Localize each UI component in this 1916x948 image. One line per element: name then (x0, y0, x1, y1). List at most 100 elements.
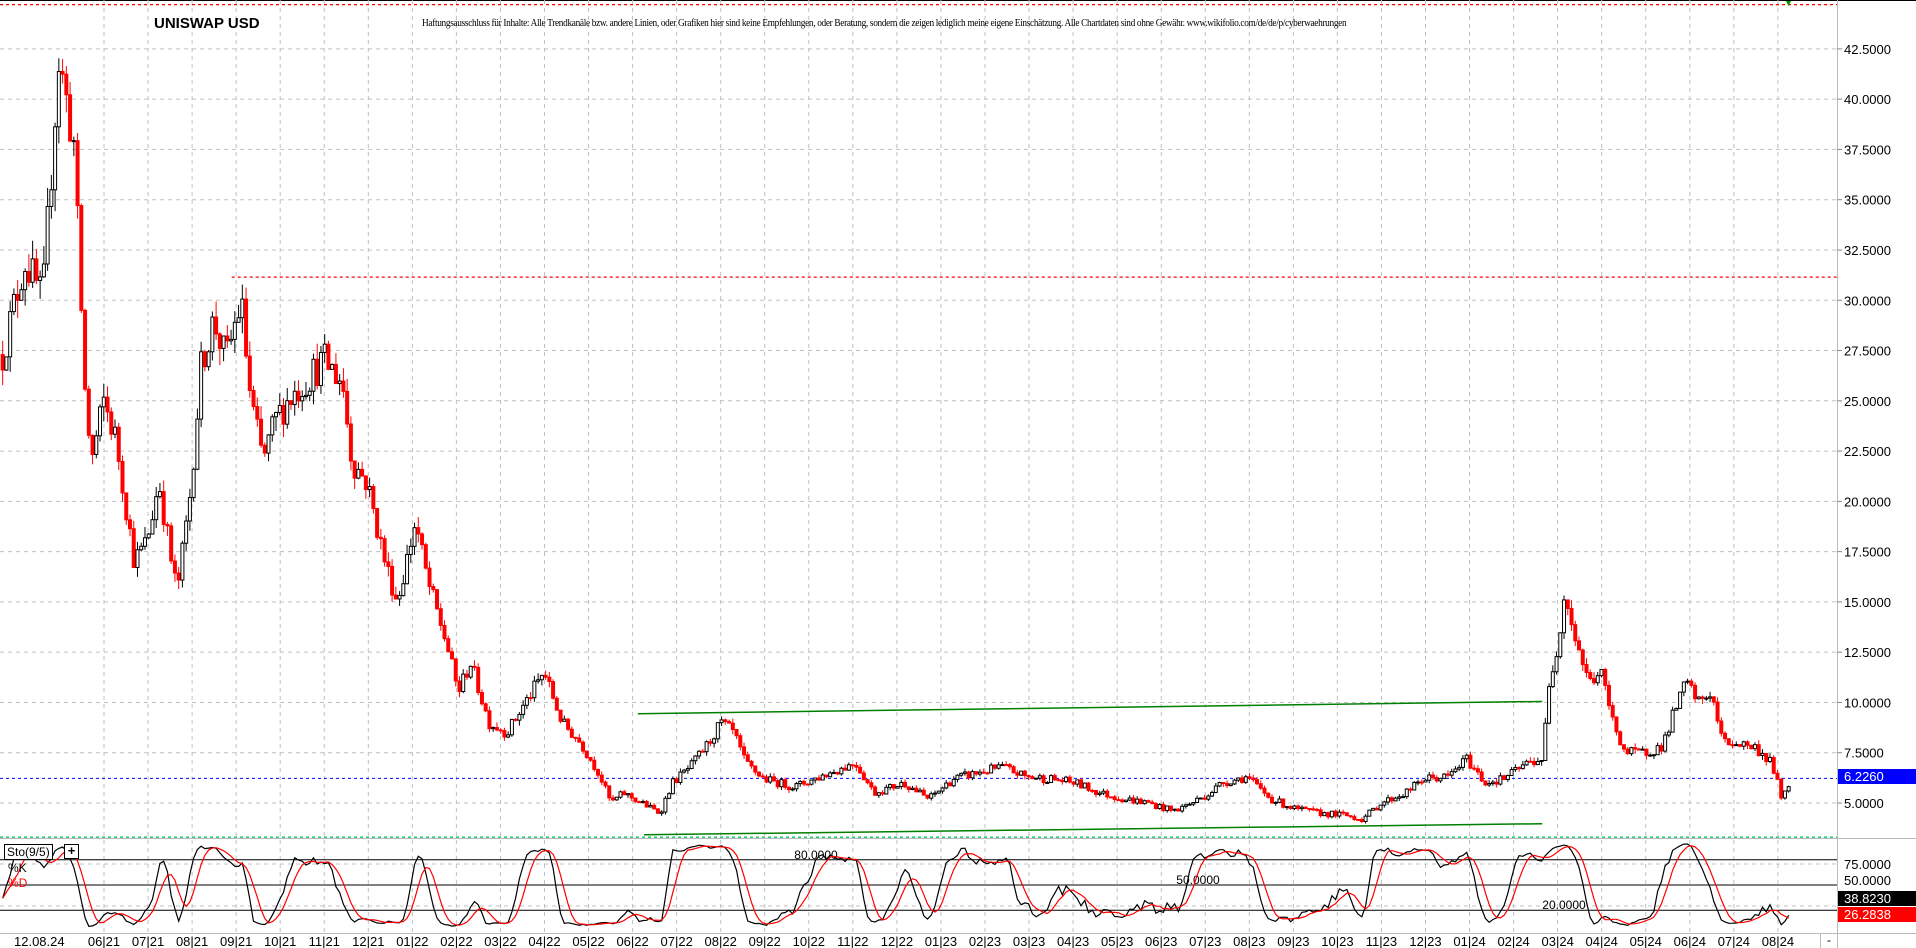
candle-body (1779, 778, 1784, 799)
candle-body (1389, 797, 1394, 802)
candle-body (49, 189, 54, 207)
candle-body (247, 355, 252, 391)
candle-body (176, 572, 181, 581)
candle-body (64, 73, 69, 96)
candle-body (1243, 776, 1248, 783)
candle-body (1180, 805, 1185, 812)
candle-body (1258, 783, 1263, 789)
candle-body (1453, 768, 1458, 773)
xaxis-label: 10|21 (264, 934, 296, 948)
candle-body (989, 764, 994, 774)
candle-body (1595, 675, 1600, 684)
stochastic-indicator-label[interactable]: Sto(9/5) (4, 844, 53, 860)
candle-body (401, 583, 406, 597)
yaxis-label: 42.5000 (1844, 42, 1891, 57)
candle-body (599, 774, 604, 783)
xaxis-label: 07|23 (1189, 934, 1221, 948)
candle-body (1685, 680, 1690, 683)
candle-body (240, 298, 245, 319)
candle-body (1210, 791, 1215, 797)
candle-body (768, 776, 773, 783)
yaxis-label: 30.0000 (1844, 293, 1891, 308)
add-indicator-button[interactable]: + (64, 844, 79, 859)
candle-body (910, 787, 915, 790)
candle-body (288, 400, 293, 406)
candle-body (906, 786, 911, 790)
candle-body (285, 400, 290, 425)
xaxis-label: 02|22 (440, 934, 472, 948)
candle-body (1610, 705, 1615, 718)
candle-body (742, 746, 747, 756)
candle-body (723, 719, 728, 723)
candle-body (880, 792, 885, 795)
candle-body (1090, 789, 1095, 792)
candle-body (1412, 781, 1417, 791)
candle-body (1416, 781, 1421, 784)
candle-body (378, 536, 383, 540)
candle-body (476, 666, 481, 694)
candle-body (483, 703, 488, 712)
candle-body (551, 681, 556, 699)
candle-body (180, 542, 185, 581)
candle-body (75, 140, 80, 207)
candle-body (873, 786, 878, 796)
candle-body (532, 680, 537, 699)
candle-body (333, 363, 338, 385)
candle-body (1138, 798, 1143, 805)
candle-body (165, 523, 170, 527)
candle-body (1206, 795, 1211, 800)
candle-body (135, 549, 140, 568)
candle-body (236, 317, 241, 323)
candle-body (300, 396, 305, 402)
candle-body (697, 750, 702, 757)
k-value-tag: 38.8230 (1838, 891, 1916, 906)
candle-body (1554, 656, 1559, 673)
collapse-button[interactable]: - (1820, 934, 1837, 948)
candle-body (786, 786, 791, 791)
candle-body (798, 780, 803, 785)
candle-body (1603, 668, 1608, 686)
candle-body (281, 404, 286, 425)
candle-body (779, 779, 784, 788)
candle-body (1281, 798, 1286, 808)
candle-body (41, 263, 46, 278)
candle-body (1528, 760, 1533, 763)
candle-body (618, 791, 623, 798)
xaxis-label: 06|24 (1674, 934, 1706, 948)
candle-body (1000, 764, 1005, 767)
candle-body (1457, 766, 1462, 770)
xaxis-label: 02|23 (969, 934, 1001, 948)
candle-body (131, 528, 136, 568)
candle-body (1509, 769, 1514, 777)
candle-body (1468, 754, 1473, 769)
candle-body (610, 797, 615, 801)
candle-body (1183, 804, 1188, 807)
candle-body (944, 782, 949, 789)
candle-body (1146, 800, 1151, 803)
candle-body (1352, 816, 1357, 820)
disclaimer-text: Haftungsausschluss für Inhalte: Alle Tre… (422, 18, 1347, 29)
candle-body (277, 404, 282, 413)
candle-body (1434, 777, 1439, 782)
chart-title: UNISWAP USD (154, 15, 260, 32)
candle-body (352, 460, 357, 479)
xaxis-label: 10|23 (1321, 934, 1353, 948)
candle-body (1449, 771, 1454, 776)
candle-body (1341, 811, 1346, 814)
candle-body (371, 486, 376, 510)
candle-body (1213, 785, 1218, 793)
candle-body (4, 356, 9, 371)
candle-body (1681, 681, 1686, 693)
candle-body (1648, 754, 1653, 757)
xaxis-label: 11|23 (1366, 934, 1397, 948)
yaxis-label: 15.0000 (1844, 595, 1891, 610)
candle-body (397, 595, 402, 600)
candle-body (933, 792, 938, 795)
candle-body (547, 676, 552, 683)
candle-body (45, 205, 50, 265)
yaxis-label: 5.0000 (1844, 796, 1884, 811)
candle-body (1640, 748, 1645, 751)
candle-body (536, 679, 541, 682)
candle-body (187, 497, 192, 522)
